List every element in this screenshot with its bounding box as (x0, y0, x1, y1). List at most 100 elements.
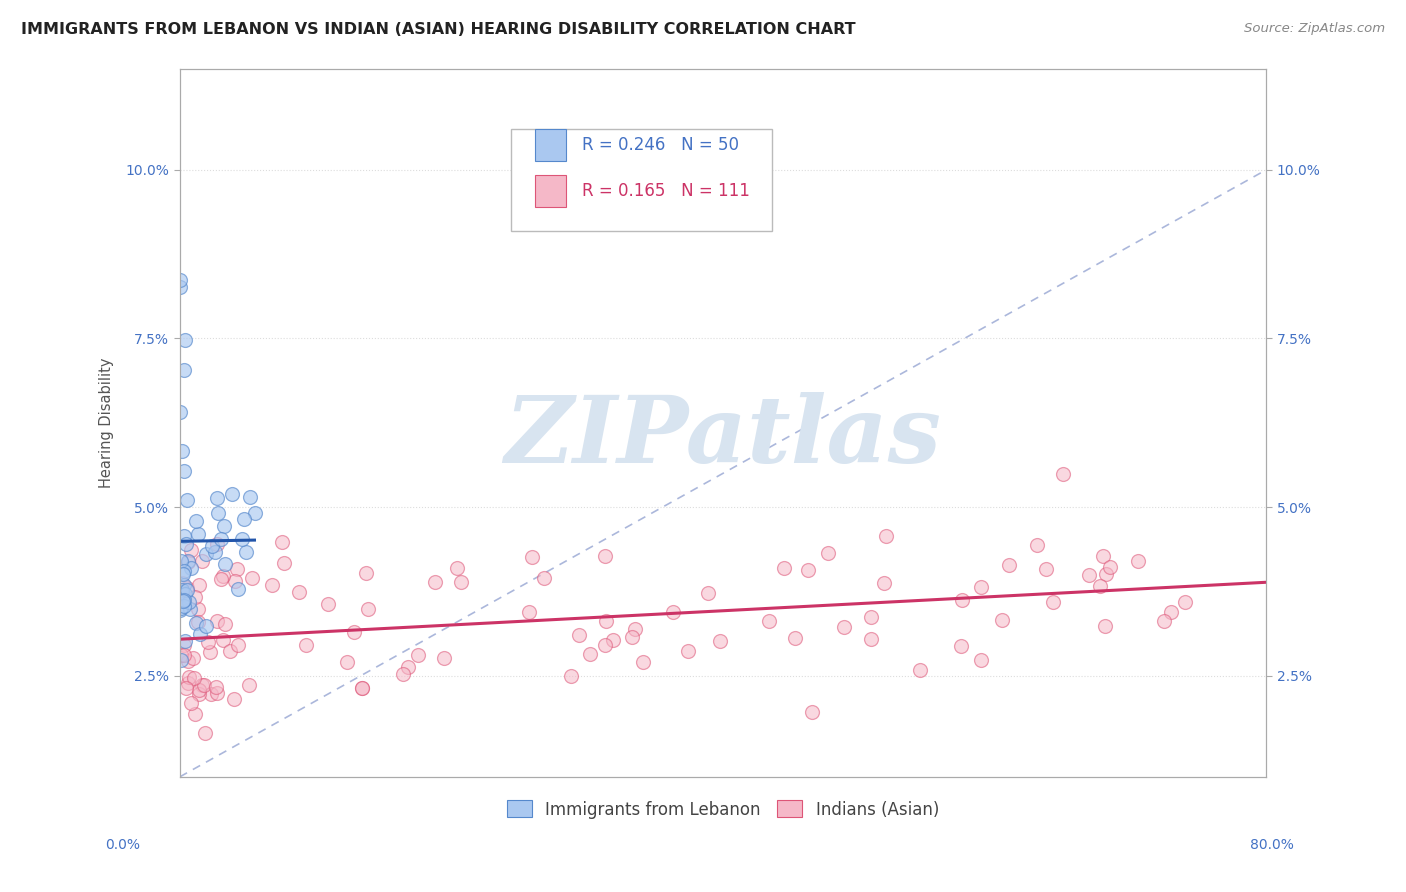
Point (173, 634, 195, 648)
Point (205, 536, 228, 550)
Point (758, 614, 780, 628)
Point (177, 654, 200, 668)
Point (214, 616, 236, 631)
Point (176, 581, 198, 595)
Point (174, 587, 197, 601)
Point (662, 605, 685, 619)
Point (174, 536, 197, 550)
Point (354, 566, 377, 581)
Point (173, 363, 195, 377)
Point (173, 578, 195, 592)
Point (201, 540, 224, 554)
Point (288, 585, 311, 599)
Point (194, 547, 217, 561)
Point (232, 511, 254, 525)
Point (817, 546, 839, 560)
Point (174, 334, 197, 348)
Point (184, 590, 207, 604)
Point (593, 549, 616, 563)
Text: R = 0.165   N = 111: R = 0.165 N = 111 (582, 182, 749, 200)
Point (172, 575, 194, 590)
Point (221, 487, 243, 501)
Point (406, 648, 429, 662)
Point (520, 550, 543, 565)
Point (623, 622, 645, 636)
Point (336, 656, 359, 670)
Point (1052, 467, 1074, 482)
FancyBboxPatch shape (536, 128, 565, 161)
Point (991, 613, 1014, 627)
Point (396, 659, 419, 673)
Point (212, 518, 235, 533)
Point (173, 564, 195, 578)
Point (170, 582, 193, 597)
Point (173, 599, 195, 613)
Point (620, 631, 643, 645)
Point (357, 602, 380, 616)
Point (873, 576, 896, 591)
Point (169, 405, 191, 419)
Point (631, 655, 654, 669)
Point (172, 593, 194, 607)
Point (187, 602, 209, 616)
Point (211, 633, 233, 648)
Point (950, 639, 973, 653)
Point (198, 644, 221, 658)
Point (226, 638, 249, 652)
Text: ZIPatlas: ZIPatlas (505, 392, 942, 482)
Point (875, 529, 897, 543)
Point (172, 594, 194, 608)
Point (859, 632, 882, 647)
Point (181, 651, 204, 665)
Text: 80.0%: 80.0% (1250, 838, 1294, 852)
Point (952, 592, 974, 607)
Point (173, 638, 195, 652)
Point (450, 574, 472, 589)
Point (1025, 538, 1047, 552)
Point (188, 626, 211, 640)
Point (207, 506, 229, 520)
Text: Source: ZipAtlas.com: Source: ZipAtlas.com (1244, 22, 1385, 36)
Point (214, 557, 236, 571)
Point (224, 574, 246, 589)
Point (243, 506, 266, 520)
Point (180, 543, 202, 558)
Point (225, 562, 247, 576)
Point (200, 688, 222, 702)
FancyBboxPatch shape (536, 175, 565, 207)
Point (188, 578, 211, 592)
Point (170, 601, 193, 615)
Point (517, 605, 540, 619)
Point (191, 554, 214, 568)
Point (1042, 595, 1064, 609)
Legend: Immigrants from Lebanon, Indians (Asian): Immigrants from Lebanon, Indians (Asian) (501, 794, 946, 825)
Point (207, 686, 229, 700)
Point (602, 632, 624, 647)
Point (238, 677, 260, 691)
Point (197, 635, 219, 649)
Point (1126, 554, 1149, 568)
Point (595, 615, 617, 629)
Point (676, 644, 699, 658)
Point (910, 663, 932, 677)
Point (194, 619, 217, 633)
Point (169, 272, 191, 286)
Point (392, 666, 415, 681)
Point (187, 682, 209, 697)
Point (177, 555, 200, 569)
Point (709, 634, 731, 648)
Point (1095, 567, 1118, 582)
Point (1153, 615, 1175, 629)
Point (179, 602, 201, 616)
Point (295, 638, 318, 652)
Point (578, 647, 600, 661)
Point (180, 561, 202, 575)
Point (184, 616, 207, 631)
Point (235, 544, 257, 558)
Point (446, 561, 468, 575)
Point (173, 464, 195, 478)
Point (187, 527, 209, 541)
Point (226, 582, 249, 596)
Point (174, 681, 197, 695)
Point (173, 648, 195, 663)
